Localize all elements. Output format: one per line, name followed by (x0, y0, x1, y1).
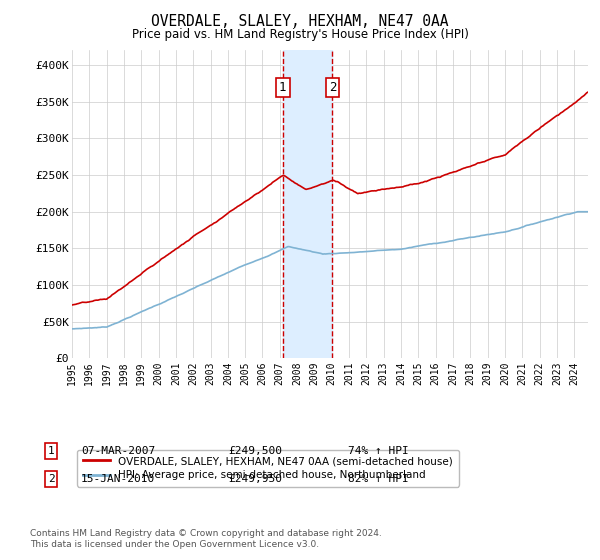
Legend: OVERDALE, SLALEY, HEXHAM, NE47 0AA (semi-detached house), HPI: Average price, se: OVERDALE, SLALEY, HEXHAM, NE47 0AA (semi… (77, 450, 459, 487)
Text: 1: 1 (47, 446, 55, 456)
Text: 2: 2 (329, 81, 336, 94)
Text: £249,500: £249,500 (228, 446, 282, 456)
Text: 82% ↑ HPI: 82% ↑ HPI (348, 474, 409, 484)
Text: 74% ↑ HPI: 74% ↑ HPI (348, 446, 409, 456)
Text: 15-JAN-2010: 15-JAN-2010 (81, 474, 155, 484)
Text: 07-MAR-2007: 07-MAR-2007 (81, 446, 155, 456)
Text: 1: 1 (279, 81, 286, 94)
Text: OVERDALE, SLALEY, HEXHAM, NE47 0AA: OVERDALE, SLALEY, HEXHAM, NE47 0AA (151, 14, 449, 29)
Bar (283, 50, 332, 358)
Text: 2: 2 (47, 474, 55, 484)
Text: Price paid vs. HM Land Registry's House Price Index (HPI): Price paid vs. HM Land Registry's House … (131, 28, 469, 41)
Text: Contains HM Land Registry data © Crown copyright and database right 2024.
This d: Contains HM Land Registry data © Crown c… (30, 529, 382, 549)
Text: £249,950: £249,950 (228, 474, 282, 484)
